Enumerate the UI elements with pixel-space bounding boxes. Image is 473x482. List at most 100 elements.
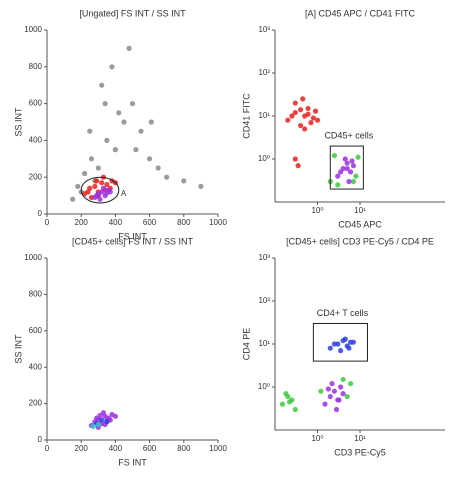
x-tick-label: 200: [75, 444, 89, 453]
event-dot: [95, 165, 101, 171]
event-dot: [302, 126, 308, 132]
event-dot: [82, 170, 88, 177]
event-dot: [335, 173, 341, 179]
event-dot: [322, 401, 328, 407]
event-dot: [112, 147, 118, 153]
event-dot: [350, 339, 357, 345]
event-dot: [279, 401, 286, 407]
event-dot: [285, 117, 291, 123]
event-dot: [92, 183, 98, 189]
x-tick-label: 400: [109, 218, 123, 227]
event-dot: [340, 391, 346, 397]
event-dot: [318, 388, 324, 394]
event-dot: [283, 391, 289, 397]
event-dot: [104, 419, 110, 425]
x-tick-label: 400: [109, 444, 123, 453]
event-dot: [331, 388, 338, 394]
x-tick-label: 200: [75, 218, 89, 227]
y-tick-label: 10¹: [258, 111, 270, 120]
event-dot: [347, 380, 354, 387]
event-dot: [355, 154, 361, 160]
y-tick-label: 1000: [24, 253, 42, 262]
gate-label: CD4+ T cells: [317, 308, 369, 318]
x-tick-label: 10¹: [354, 434, 366, 443]
x-tick-label: 10⁰: [311, 206, 323, 215]
event-dot: [97, 196, 103, 202]
y-tick-label: 10²: [258, 296, 270, 305]
y-tick-label: 400: [29, 362, 43, 371]
event-dot: [327, 393, 333, 400]
event-dot: [308, 120, 314, 126]
event-dot: [340, 376, 346, 383]
event-dot: [335, 182, 341, 188]
panel-title: [CD45+ cells] CD3 PE-Cy5 / CD4 PE: [286, 236, 434, 246]
event-dot: [312, 108, 319, 114]
event-dot: [181, 178, 187, 184]
event-dot: [99, 82, 105, 88]
y-tick-label: 200: [29, 172, 43, 181]
event-dot: [90, 423, 96, 429]
y-axis-label: CD4 PE: [241, 328, 251, 361]
y-tick-label: 800: [29, 62, 43, 71]
x-tick-label: 10⁰: [311, 434, 323, 443]
x-tick-label: 0: [45, 218, 50, 227]
y-tick-label: 1000: [24, 25, 42, 34]
panel-title: [A] CD45 APC / CD41 FITC: [305, 8, 416, 18]
panel-title: [CD45+ cells] FS INT / SS INT: [72, 236, 194, 246]
y-axis-label: SS INT: [13, 107, 23, 137]
y-tick-label: 0: [38, 435, 43, 444]
event-dot: [85, 189, 91, 195]
event-dot: [297, 122, 304, 129]
event-dot: [346, 345, 352, 351]
event-dot: [97, 412, 103, 419]
gate-label: CD45+ cells: [324, 130, 373, 140]
event-dot: [331, 341, 338, 347]
event-dot: [93, 178, 100, 184]
event-dot: [289, 113, 295, 119]
event-dot: [100, 185, 107, 191]
event-dot: [133, 147, 139, 153]
y-tick-label: 10²: [258, 68, 270, 77]
event-dot: [99, 417, 105, 423]
y-tick-label: 10³: [258, 253, 270, 262]
x-tick-label: 1000: [209, 444, 227, 453]
event-dot: [353, 173, 359, 179]
y-tick-label: 10³: [258, 25, 270, 34]
gate: [80, 176, 120, 204]
event-dot: [155, 165, 161, 171]
y-tick-label: 10⁰: [258, 382, 270, 391]
event-dot: [107, 189, 113, 195]
event-dot: [344, 160, 350, 166]
event-dot: [338, 348, 344, 354]
event-dot: [310, 115, 316, 121]
panel-title: [Ungated] FS INT / SS INT: [79, 8, 186, 18]
event-dot: [292, 156, 298, 162]
event-dot: [346, 178, 352, 185]
event-dot: [102, 101, 108, 107]
event-dot: [333, 406, 340, 413]
event-dot: [327, 345, 333, 351]
event-dot: [147, 156, 153, 162]
gate: [312, 322, 368, 362]
event-dot: [116, 110, 122, 116]
event-dot: [129, 101, 136, 107]
x-tick-label: 10¹: [354, 206, 366, 215]
gate-label: A: [121, 189, 127, 198]
event-dot: [342, 336, 348, 342]
event-dot: [104, 181, 110, 188]
event-dot: [338, 384, 344, 390]
event-dot: [329, 380, 335, 387]
event-dot: [198, 183, 204, 189]
event-dot: [292, 100, 298, 106]
event-dot: [314, 117, 321, 123]
event-dot: [88, 156, 95, 162]
x-axis-label: CD45 APC: [338, 219, 382, 229]
event-dot: [347, 169, 354, 175]
event-dot: [300, 96, 306, 102]
event-dot: [325, 386, 331, 392]
event-dot: [344, 165, 350, 172]
event-dot: [138, 128, 144, 134]
y-tick-label: 600: [29, 326, 43, 335]
event-dot: [87, 128, 93, 134]
